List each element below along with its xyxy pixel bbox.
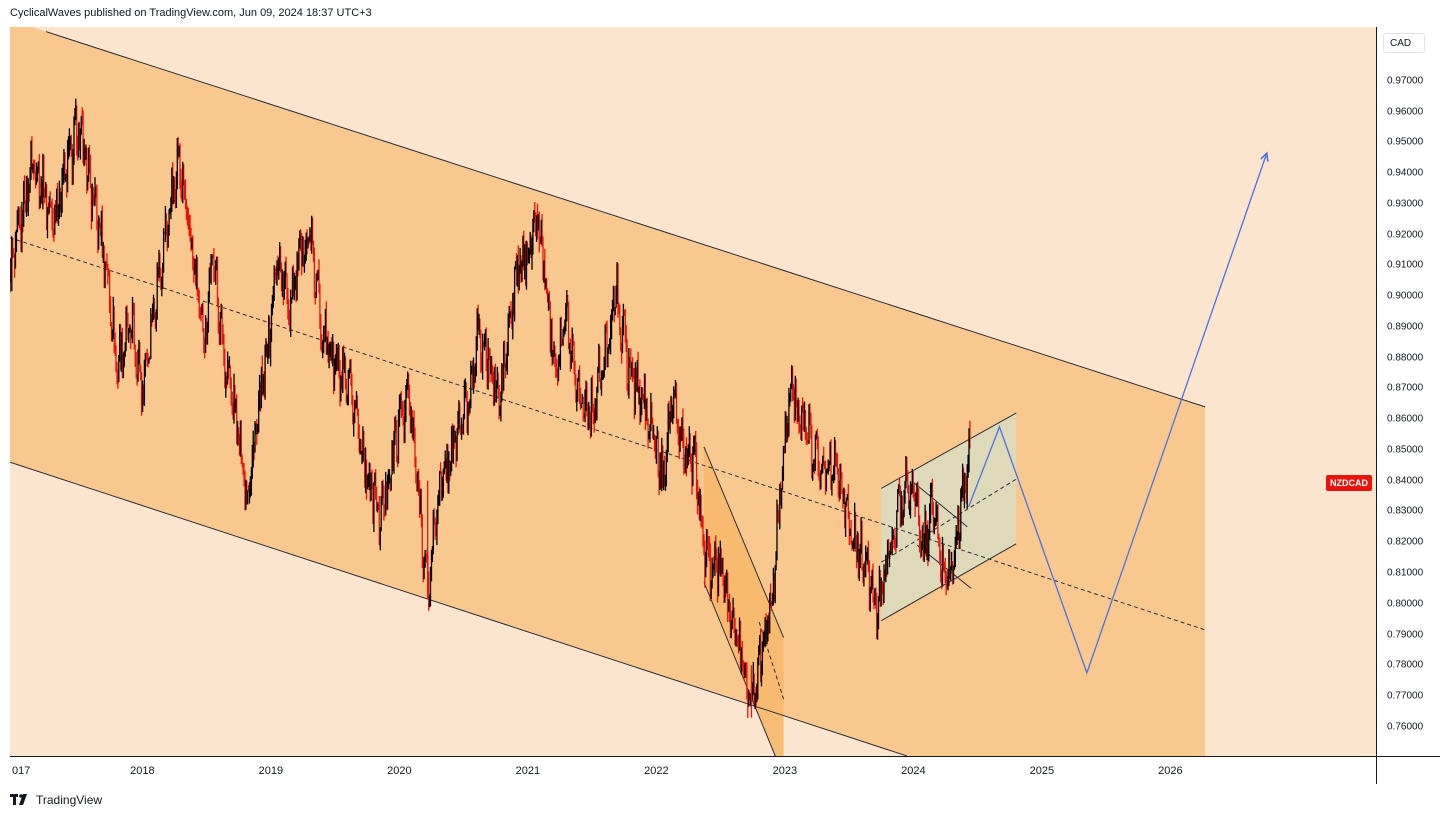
time-tick-label: 2018 <box>130 765 155 777</box>
price-tick-label: 0.78000 <box>1387 659 1424 671</box>
channel-upper-line <box>45 31 1206 408</box>
time-tick-label: 017 <box>12 765 31 777</box>
price-tick-label: 0.76000 <box>1387 721 1424 733</box>
price-tick-label: 0.92000 <box>1387 229 1424 241</box>
time-tick-label: 2021 <box>515 765 541 777</box>
axis-corner <box>1376 756 1440 784</box>
wedge-lower-line <box>703 582 776 756</box>
channel-lower-line <box>10 461 908 756</box>
time-tick-label: 2020 <box>387 765 412 777</box>
chart-canvas[interactable] <box>10 27 1376 756</box>
price-tick-label: 0.82000 <box>1387 536 1424 548</box>
projection-path <box>967 153 1267 675</box>
price-tick-label: 0.88000 <box>1387 352 1424 364</box>
price-tick-label: 0.81000 <box>1387 567 1424 579</box>
price-tick-label: 0.83000 <box>1387 505 1424 517</box>
falling-wedge-fill <box>703 446 784 756</box>
tradingview-logo-icon <box>10 794 27 805</box>
time-tick-label: 2026 <box>1158 765 1183 777</box>
price-tick-label: 0.90000 <box>1387 290 1424 302</box>
flag-middle-line <box>880 478 1017 563</box>
price-tick-label: 0.84000 <box>1387 475 1424 487</box>
price-tick-label: 0.93000 <box>1387 198 1424 210</box>
price-tick-label: 0.79000 <box>1387 629 1424 640</box>
price-candles-up <box>10 98 970 710</box>
channel-fill <box>10 27 1206 756</box>
flag-upper-line <box>881 412 1017 489</box>
publisher-line: CyclicalWaves published on TradingView.c… <box>10 7 372 19</box>
time-tick-label: 2024 <box>901 765 926 777</box>
price-tick-label: 0.87000 <box>1387 382 1424 394</box>
price-tick-label: 0.91000 <box>1387 259 1424 271</box>
price-tick-label: 0.89000 <box>1387 321 1424 333</box>
time-tick-label: 2022 <box>644 765 669 777</box>
price-axis[interactable]: CAD 0.97000 0.96000 0.95000 0.94000 0.93000 0… <box>1376 27 1440 756</box>
price-tick-label: 0.97000 <box>1387 75 1424 87</box>
price-tick-label: 0.85000 <box>1387 444 1424 456</box>
symbol-price-tag: NZDCAD <box>1326 475 1372 491</box>
time-axis[interactable]: 017 2018 2019 2020 2021 2022 2023 2024 2025 2026 <box>10 756 1376 784</box>
price-tick-label: 0.80000 <box>1387 598 1424 610</box>
time-tick-label: 2025 <box>1029 765 1055 777</box>
time-tick-label: 2019 <box>258 765 284 777</box>
price-tick-label: 0.77000 <box>1387 690 1424 702</box>
price-tick-label: 0.95000 <box>1387 136 1424 148</box>
time-tick-label: 2023 <box>772 765 798 777</box>
price-tick-label: 0.86000 <box>1387 413 1424 425</box>
footer-brand: TradingView <box>36 793 103 807</box>
tradingview-footer: TradingView <box>10 793 102 807</box>
price-tick-label: 0.96000 <box>1387 106 1424 118</box>
price-tick-label: 0.94000 <box>1387 167 1424 179</box>
currency-label[interactable]: CAD <box>1383 33 1425 53</box>
rising-flag-fill <box>881 413 1017 621</box>
price-candles-down <box>10 105 971 718</box>
